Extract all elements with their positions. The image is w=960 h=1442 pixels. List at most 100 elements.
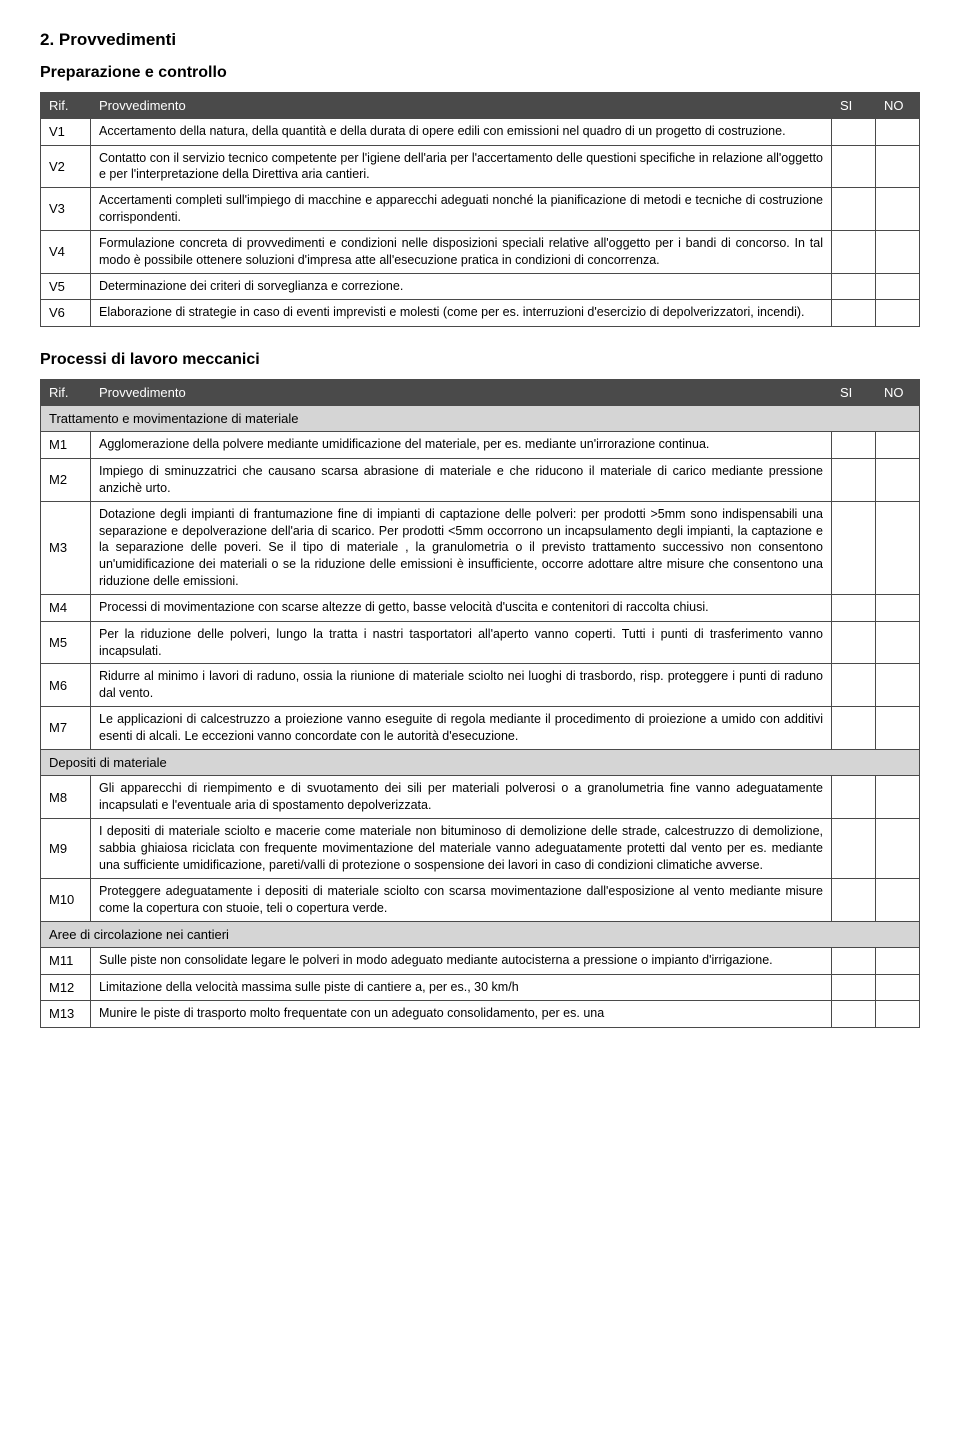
cell-si[interactable] xyxy=(832,819,876,879)
cell-si[interactable] xyxy=(832,776,876,819)
table-row: M7Le applicazioni di calcestruzzo a proi… xyxy=(41,707,920,750)
cell-no[interactable] xyxy=(876,432,920,459)
cell-si[interactable] xyxy=(832,119,876,146)
cell-no[interactable] xyxy=(876,188,920,231)
cell-si[interactable] xyxy=(832,707,876,750)
cell-rif: V1 xyxy=(41,119,91,146)
cell-text: Processi di movimentazione con scarse al… xyxy=(91,595,832,622)
table-row: M4Processi di movimentazione con scarse … xyxy=(41,595,920,622)
table-row: M10Proteggere adeguatamente i depositi d… xyxy=(41,878,920,921)
table-row: M2Impiego di sminuzzatrici che causano s… xyxy=(41,458,920,501)
cell-si[interactable] xyxy=(832,300,876,327)
col-rif: Rif. xyxy=(41,379,91,405)
table-row: M1Agglomerazione della polvere mediante … xyxy=(41,432,920,459)
cell-text: Proteggere adeguatamente i depositi di m… xyxy=(91,878,832,921)
cell-rif: M6 xyxy=(41,664,91,707)
cell-rif: M11 xyxy=(41,948,91,975)
col-si: SI xyxy=(832,379,876,405)
cell-si[interactable] xyxy=(832,878,876,921)
cell-text: Contatto con il servizio tecnico compete… xyxy=(91,145,832,188)
table-row: V4Formulazione concreta di provvedimenti… xyxy=(41,231,920,274)
cell-rif: V2 xyxy=(41,145,91,188)
cell-text: Sulle piste non consolidate legare le po… xyxy=(91,948,832,975)
cell-rif: V6 xyxy=(41,300,91,327)
group-header: Trattamento e movimentazione di material… xyxy=(41,405,920,432)
cell-no[interactable] xyxy=(876,595,920,622)
cell-si[interactable] xyxy=(832,145,876,188)
table-row: V1Accertamento della natura, della quant… xyxy=(41,119,920,146)
cell-rif: M10 xyxy=(41,878,91,921)
cell-no[interactable] xyxy=(876,664,920,707)
table-header-row: Rif. Provvedimento SI NO xyxy=(41,93,920,119)
group-header: Depositi di materiale xyxy=(41,749,920,776)
cell-text: Munire le piste di trasporto molto frequ… xyxy=(91,1001,832,1028)
cell-no[interactable] xyxy=(876,231,920,274)
cell-si[interactable] xyxy=(832,458,876,501)
cell-si[interactable] xyxy=(832,231,876,274)
cell-text: I depositi di materiale sciolto e maceri… xyxy=(91,819,832,879)
table-row: M12Limitazione della velocità massima su… xyxy=(41,974,920,1001)
cell-si[interactable] xyxy=(832,188,876,231)
table-row: M13Munire le piste di trasporto molto fr… xyxy=(41,1001,920,1028)
col-si: SI xyxy=(832,93,876,119)
table-row: V5Determinazione dei criteri di sorvegli… xyxy=(41,273,920,300)
cell-no[interactable] xyxy=(876,948,920,975)
cell-text: Gli apparecchi di riempimento e di svuot… xyxy=(91,776,832,819)
cell-rif: M8 xyxy=(41,776,91,819)
cell-text: Le applicazioni di calcestruzzo a proiez… xyxy=(91,707,832,750)
cell-no[interactable] xyxy=(876,145,920,188)
cell-text: Elaborazione di strategie in caso di eve… xyxy=(91,300,832,327)
subsection-title-2: Processi di lavoro meccanici xyxy=(40,351,920,369)
cell-si[interactable] xyxy=(832,432,876,459)
cell-si[interactable] xyxy=(832,595,876,622)
cell-si[interactable] xyxy=(832,948,876,975)
cell-text: Ridurre al minimo i lavori di raduno, os… xyxy=(91,664,832,707)
cell-no[interactable] xyxy=(876,621,920,664)
cell-rif: M4 xyxy=(41,595,91,622)
cell-text: Dotazione degli impianti di frantumazion… xyxy=(91,501,832,594)
col-rif: Rif. xyxy=(41,93,91,119)
cell-text: Impiego di sminuzzatrici che causano sca… xyxy=(91,458,832,501)
group-title: Depositi di materiale xyxy=(41,749,920,776)
cell-no[interactable] xyxy=(876,819,920,879)
cell-no[interactable] xyxy=(876,707,920,750)
cell-text: Accertamenti completi sull'impiego di ma… xyxy=(91,188,832,231)
cell-rif: M7 xyxy=(41,707,91,750)
cell-no[interactable] xyxy=(876,501,920,594)
cell-text: Formulazione concreta di provvedimenti e… xyxy=(91,231,832,274)
cell-rif: M1 xyxy=(41,432,91,459)
cell-no[interactable] xyxy=(876,878,920,921)
table-processi: Rif. Provvedimento SI NO Trattamento e m… xyxy=(40,379,920,1028)
table-row: V2Contatto con il servizio tecnico compe… xyxy=(41,145,920,188)
cell-rif: M9 xyxy=(41,819,91,879)
cell-si[interactable] xyxy=(832,974,876,1001)
cell-rif: V4 xyxy=(41,231,91,274)
cell-no[interactable] xyxy=(876,974,920,1001)
table-row: V6Elaborazione di strategie in caso di e… xyxy=(41,300,920,327)
subsection-title-1: Preparazione e controllo xyxy=(40,64,920,82)
cell-no[interactable] xyxy=(876,776,920,819)
section-title: 2. Provvedimenti xyxy=(40,30,920,50)
cell-no[interactable] xyxy=(876,458,920,501)
table-row: M9I depositi di materiale sciolto e mace… xyxy=(41,819,920,879)
cell-si[interactable] xyxy=(832,664,876,707)
cell-rif: M12 xyxy=(41,974,91,1001)
group-title: Trattamento e movimentazione di material… xyxy=(41,405,920,432)
cell-si[interactable] xyxy=(832,621,876,664)
cell-no[interactable] xyxy=(876,1001,920,1028)
table-preparazione: Rif. Provvedimento SI NO V1Accertamento … xyxy=(40,92,920,327)
cell-text: Accertamento della natura, della quantit… xyxy=(91,119,832,146)
cell-rif: V3 xyxy=(41,188,91,231)
cell-si[interactable] xyxy=(832,273,876,300)
cell-no[interactable] xyxy=(876,300,920,327)
group-header: Aree di circolazione nei cantieri xyxy=(41,921,920,948)
cell-no[interactable] xyxy=(876,119,920,146)
cell-rif: M5 xyxy=(41,621,91,664)
cell-rif: M13 xyxy=(41,1001,91,1028)
cell-si[interactable] xyxy=(832,1001,876,1028)
col-no: NO xyxy=(876,93,920,119)
cell-no[interactable] xyxy=(876,273,920,300)
table-header-row: Rif. Provvedimento SI NO xyxy=(41,379,920,405)
col-prov: Provvedimento xyxy=(91,93,832,119)
cell-si[interactable] xyxy=(832,501,876,594)
